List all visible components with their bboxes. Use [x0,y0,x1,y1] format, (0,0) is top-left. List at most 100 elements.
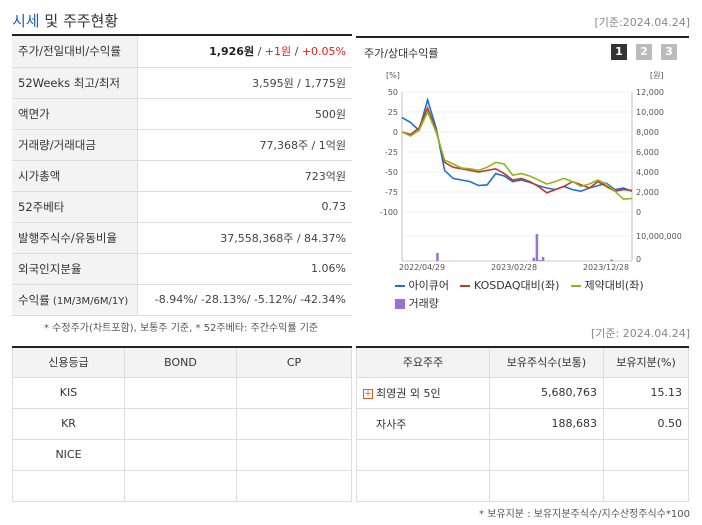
table-header: 주요주주 보유주식수(보통) 보유지분(%) [356,346,689,378]
col-header: 보유지분(%) [603,346,689,378]
legend-swatch-2 [460,285,471,287]
legend-label: 거래량 [408,297,439,310]
row-value: 723억원 [137,160,352,192]
chart-page-2-button[interactable]: 2 [636,44,652,60]
volume-bar [532,257,536,261]
row-label: 52주베타 [12,191,138,223]
volume-bar [535,234,539,261]
x-tick-label: 2023/02/28 [491,263,537,272]
right-tick-label: 12,000 [636,88,664,97]
series-line [401,97,633,193]
row-label: 외국인지분율 [12,253,138,285]
row-value: 77,368주 / 1억원 [137,129,352,161]
row-label: 수익률 (1M/3M/6M/1Y) [12,284,138,316]
left-tick-label: -100 [380,208,398,217]
left-tick-label: 25 [388,108,398,117]
section-title: 시세 및 주주현황 [12,12,119,30]
row-label: 액면가 [12,98,138,130]
right-tick-label: 6,000 [636,148,659,157]
row-label: 52Weeks 최고/최저 [12,67,138,99]
left-tick-label: 0 [393,128,398,137]
x-tick-label: 2023/12/28 [583,263,629,272]
row-value: 37,558,368주 / 84.37% [137,222,352,254]
volume-bar [541,256,545,261]
holder-shares: 5,680,763 [489,376,604,409]
chart-page-3-button[interactable]: 3 [661,44,677,60]
credit-rating-table: 신용등급 BOND CP KIS KR NICE [12,346,352,502]
row-value: 500원 [137,98,352,130]
table-row: 52주베타 0.73 [12,191,352,223]
table-row: 시가총액 723억원 [12,160,352,192]
table-row: 주가/전일대비/수익률 1,926원 / +1원 / +0.05% [12,36,352,68]
table-row: 외국인지분율 1.06% [12,253,352,285]
left-tick-label: 50 [388,88,398,97]
holder-pct: 0.50 [603,407,689,440]
row-value: 3,595원 / 1,775원 [137,67,352,99]
col-header: 보유주식수(보통) [489,346,604,378]
volume-bar [610,259,613,261]
agency-cell: NICE [12,438,125,471]
volume-tick-label: 0 [636,255,641,264]
right-tick-label: 10,000 [636,108,664,117]
x-tick-label: 2022/04/29 [399,263,445,272]
row-value: 0.73 [137,191,352,223]
base-date-2: [기준: 2024.04.24] [590,327,690,340]
legend-swatch-3 [570,285,581,287]
row-value: 1.06% [137,253,352,285]
table-row: 발행주식수/유동비율 37,558,368주 / 84.37% [12,222,352,254]
major-shareholders-table: 주요주주 보유주식수(보통) 보유지분(%) + 최영권 외 5인 5,680,7… [356,346,689,502]
price-value: 1,926원 / +1원 / +0.05% [137,36,352,68]
base-date: [기준:2024.04.24] [594,16,690,29]
left-tick-label: -25 [385,148,398,157]
table-row: KR [12,407,352,440]
volume-tick-label: 10,000,000 [636,232,682,241]
left-tick-label: -50 [385,168,398,177]
table-row: KIS [12,376,352,409]
right-tick-label: 2,000 [636,188,659,197]
legend-swatch-1 [395,285,405,287]
holder-name-cell: + 최영권 외 5인 [356,376,490,409]
volume-bar [436,252,439,261]
col-header: 주요주주 [356,346,490,378]
col-header: CP [236,346,352,378]
table-row: 자사주 188,683 0.50 [356,407,689,440]
chart-page-1-button[interactable]: 1 [611,44,627,60]
footnote: * 수정주가(차트포함), 보통주 기준, * 52주베타: 주간수익률 기준 [44,323,319,334]
volume-bar [538,259,542,261]
holder-name: 자사주 [356,407,490,440]
right-tick-label: 0 [636,208,641,217]
market-table: 주가/전일대비/수익률 1,926원 / +1원 / +0.05% 52Week… [12,36,352,316]
left-tick-label: -75 [385,188,398,197]
row-label: 거래량/거래대금 [12,129,138,161]
legend: 아이큐어 KOSDAQ대비(좌) 제약대비(좌) 거래량 [395,277,644,311]
table-header: 신용등급 BOND CP [12,346,352,378]
left-unit: [%] [386,71,400,80]
table-row: + 최영권 외 5인 5,680,763 15.13 [356,376,689,409]
right-tick-label: 4,000 [636,168,659,177]
col-header: 신용등급 [12,346,125,378]
agency-cell: KIS [12,376,125,409]
table-row: 액면가 500원 [12,98,352,130]
chart-title: 주가/상대수익률 [364,47,439,60]
right-unit: [원] [650,71,664,80]
agency-cell [12,469,125,502]
row-label: 주가/전일대비/수익률 [12,36,138,68]
table-row [356,469,689,502]
stock-chart: [%] [원] 50 12,000 25 10,000 0 8,000 -25 6,000 -5… [380,71,682,272]
expand-icon[interactable]: + [363,388,373,399]
holder-name[interactable]: 최영권 외 5인 [376,386,441,400]
legend-label: 제약대비(좌) [584,279,644,292]
row-label: 발행주식수/유동비율 [12,222,138,254]
table-row: NICE [12,438,352,471]
table-row [12,469,352,502]
returns-value: -8.94%/ -28.13%/ -5.12%/ -42.34% [137,284,352,316]
legend-swatch-volume [395,299,405,309]
table-row: 수익률 (1M/3M/6M/1Y) -8.94%/ -28.13%/ -5.12… [12,284,352,316]
footnote-2: * 보유지분 : 보유지분주식수/지수산정주식수*100 [479,509,690,520]
holder-shares: 188,683 [489,407,604,440]
legend-label: KOSDAQ대비(좌) [473,279,560,292]
chart-panel [356,36,689,310]
table-row: 거래량/거래대금 77,368주 / 1억원 [12,129,352,161]
row-label: 시가총액 [12,160,138,192]
table-row [356,438,689,471]
